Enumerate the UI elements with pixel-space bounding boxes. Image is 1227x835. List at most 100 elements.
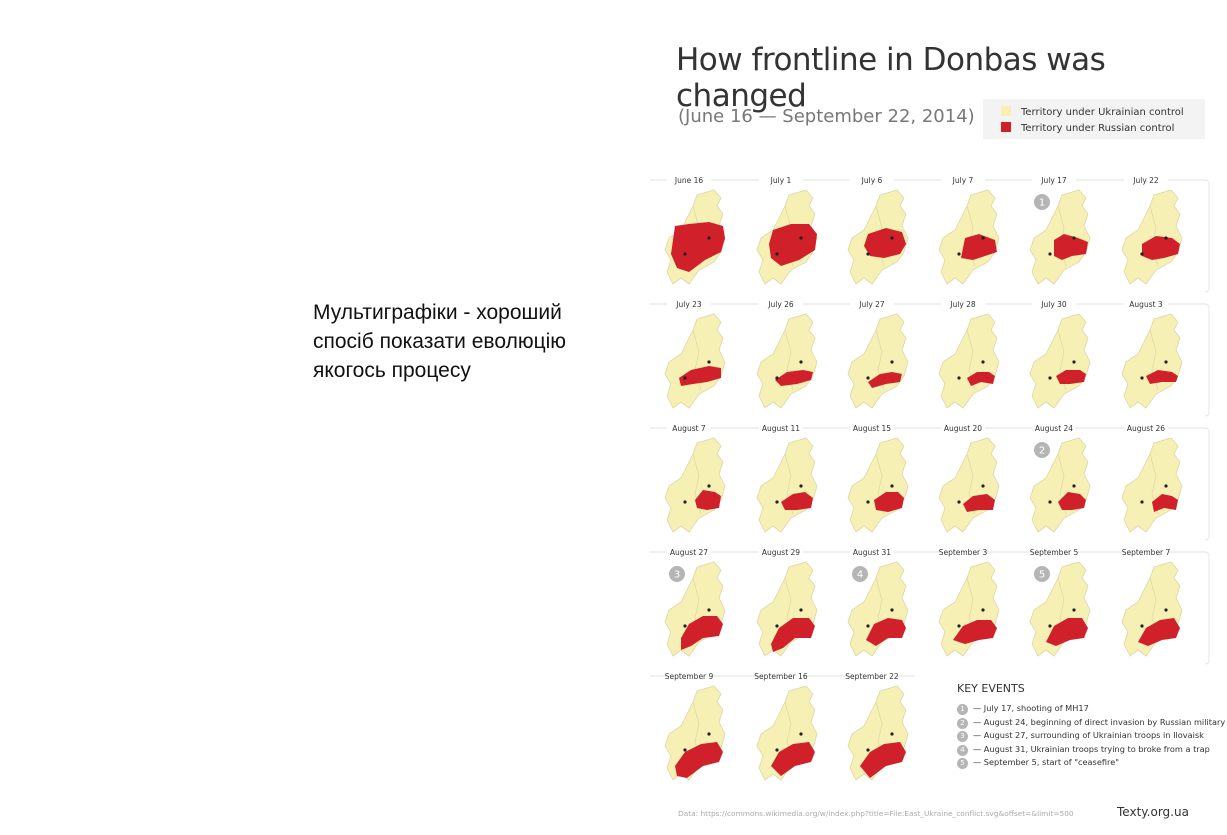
region-russian-control [771,742,815,776]
city-marker [775,624,779,628]
region-russian-control [1138,618,1180,646]
frame-map [1029,189,1091,285]
frame-label-background [1124,299,1168,310]
city-marker [799,608,803,612]
region-russian-control [775,370,813,386]
frame-map [756,189,818,285]
key-event-text: — August 24, beginning of direct invasio… [973,716,1226,727]
city-marker [1072,608,1076,612]
city-marker [775,252,779,256]
city-marker [866,500,870,504]
chart-subtitle: (June 16 — September 22, 2014) [678,106,975,127]
legend-swatch-ukrainian [1001,106,1011,116]
event-marker-number: 3 [674,570,680,581]
event-marker-number: 5 [1039,570,1045,581]
key-event: 3 — August 27, surrounding of Ukrainian t… [957,730,1225,744]
region-russian-control [1056,370,1086,384]
region-ukrainian-control [847,437,909,533]
key-event-number: 5 [957,758,968,769]
region-ukrainian-control [1029,313,1091,409]
region-russian-control [860,742,906,778]
region-russian-control [675,742,723,778]
frame-label-background [667,547,711,558]
key-events: KEY EVENTS 1— July 17, shooting of MH17 … [957,682,1225,771]
frame-label-background [667,423,711,434]
region-russian-control [1058,492,1086,510]
city-marker [1140,252,1144,256]
frame-date-label: July 17 [1040,176,1067,185]
city-marker [890,236,894,240]
frame-map [1121,189,1183,285]
city-marker [775,500,779,504]
frame-label-background [1032,423,1076,434]
frame-label-background [850,299,894,310]
frame-map [1121,437,1183,533]
city-marker [707,236,711,240]
frame-map [938,189,1000,285]
frame-date-label: July 27 [858,300,885,309]
city-marker [799,360,803,364]
frame-map [938,561,1000,657]
city-marker [1164,484,1168,488]
city-marker [866,624,870,628]
event-marker-number: 4 [857,570,863,581]
legend-label-russian: Territory under Russian control [1021,123,1175,134]
city-marker [1164,236,1168,240]
city-marker [981,360,985,364]
frame-label-background [759,299,803,310]
data-source: Data: https://commons.wikimedia.org/w/in… [678,809,1074,818]
city-marker [707,732,711,736]
key-event: 1 — July 17, shooting of MH17 [957,703,1225,717]
city-marker [1140,500,1144,504]
region-ukrainian-control [756,313,818,409]
city-marker [866,376,870,380]
region-ukrainian-control [756,437,818,533]
legend-swatch-russian [1001,122,1011,132]
frame-label-background [941,299,985,310]
frame-label-background [850,671,894,682]
key-event: 2 — August 24, beginning of direct invasi… [957,717,1225,731]
chart-title: How frontline in Donbas was changed [676,42,1106,114]
key-event-text: — August 27, surrounding of Ukrainian tr… [973,730,1204,740]
region-russian-control [769,224,817,266]
legend-label-ukrainian: Territory under Ukrainian control [1021,107,1184,118]
frame-map [847,437,909,533]
frame-date-label: September 9 [665,672,714,681]
region-russian-control [874,492,904,512]
key-event: 4 — August 31, Ukrainian troops trying to… [957,744,1225,758]
frame-map [664,685,726,781]
city-marker [683,748,687,752]
city-marker [890,732,894,736]
region-russian-control [953,620,997,644]
frame-date-label: September 22 [845,672,899,681]
frame-label-background [667,175,711,186]
frame-label-background [667,671,711,682]
event-marker [852,566,868,582]
city-marker [775,748,779,752]
frame-label-background [941,175,985,186]
frame-map [664,313,726,409]
city-marker [707,360,711,364]
frame-label-background [850,547,894,558]
frame-label-background [850,175,894,186]
region-ukrainian-control [664,313,726,409]
row-flow-connector [1204,179,1210,293]
city-marker [1072,236,1076,240]
row-flow-connector [1204,303,1210,417]
city-marker [683,624,687,628]
frame-date-label: August 20 [944,424,982,433]
city-marker [707,484,711,488]
frame-map [847,189,909,285]
frame-label-background [1124,175,1168,186]
frame-date-label: August 7 [672,424,706,433]
frame-date-label: August 31 [853,548,891,557]
city-marker [1048,252,1052,256]
city-marker [957,624,961,628]
frame-map [664,437,726,533]
frame-label-background [1032,547,1076,558]
city-marker [799,236,803,240]
frame-label-background [1032,299,1076,310]
region-russian-control [961,234,997,260]
key-event-number: 4 [957,744,968,756]
frame-map [756,437,818,533]
